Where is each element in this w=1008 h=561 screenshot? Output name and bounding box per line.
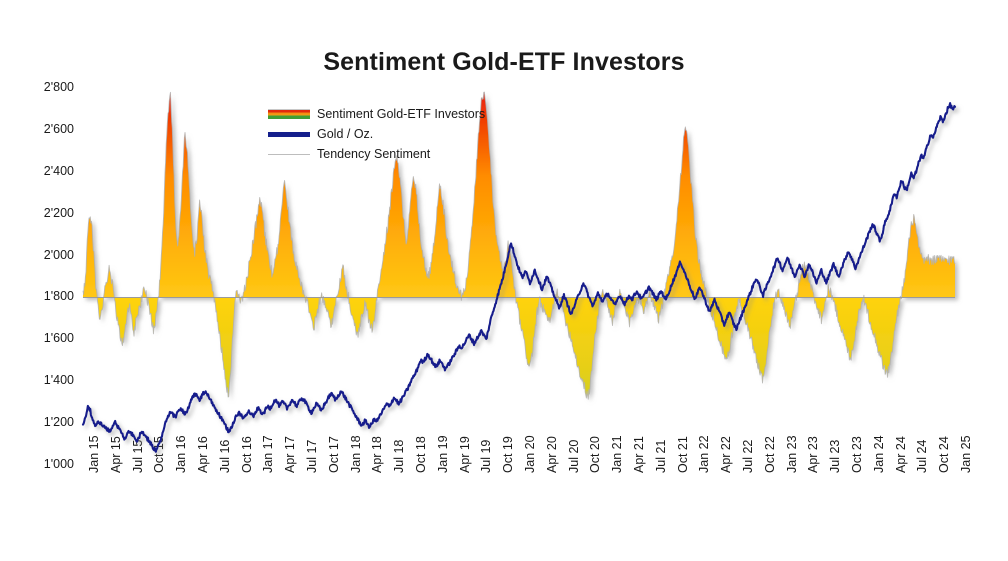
legend-label-tendency: Tendency Sentiment <box>317 147 431 161</box>
legend-swatch-line-icon <box>268 131 310 137</box>
chart-legend: Sentiment Gold-ETF Investors Gold / Oz. … <box>268 104 485 164</box>
y-axis-tick-label: 2'600 <box>43 121 74 136</box>
legend-item-tendency: Tendency Sentiment <box>268 144 485 164</box>
legend-item-gold: Gold / Oz. <box>268 124 485 144</box>
legend-item-sentiment: Sentiment Gold-ETF Investors <box>268 104 485 124</box>
gold-price-line <box>81 102 957 453</box>
x-axis-tick-label: Jan 25 <box>959 435 973 473</box>
tendency-sentiment-line <box>82 91 956 400</box>
y-axis-tick-label: 1'600 <box>43 331 74 346</box>
plot-area <box>81 88 957 465</box>
y-axis-tick-label: 1'000 <box>43 457 74 471</box>
y-axis-tick-label: 2'000 <box>43 247 74 262</box>
legend-swatch-gradient-icon <box>268 109 310 119</box>
y-axis-tick-label: 1'800 <box>43 289 74 304</box>
y-axis: 2'800 2'600 2'400 2'200 2'000 1'800 1'600 1'400… <box>8 0 74 561</box>
sentiment-area-positive <box>83 92 955 298</box>
y-axis-tick-label: 2'400 <box>43 163 74 178</box>
y-axis-tick-label: 2'800 <box>43 80 74 94</box>
y-axis-tick-label: 2'200 <box>43 205 74 220</box>
chart-title: Sentiment Gold-ETF Investors <box>323 48 685 76</box>
legend-label-gold: Gold / Oz. <box>317 127 374 141</box>
sentiment-area-negative <box>97 297 902 400</box>
legend-label-sentiment: Sentiment Gold-ETF Investors <box>317 107 486 121</box>
legend-swatch-thin-line-icon <box>268 153 310 155</box>
chart-svg <box>81 91 957 453</box>
sentiment-area-group <box>83 92 955 400</box>
y-axis-tick-label: 1'400 <box>43 373 74 388</box>
y-axis-tick-label: 1'200 <box>43 415 74 430</box>
